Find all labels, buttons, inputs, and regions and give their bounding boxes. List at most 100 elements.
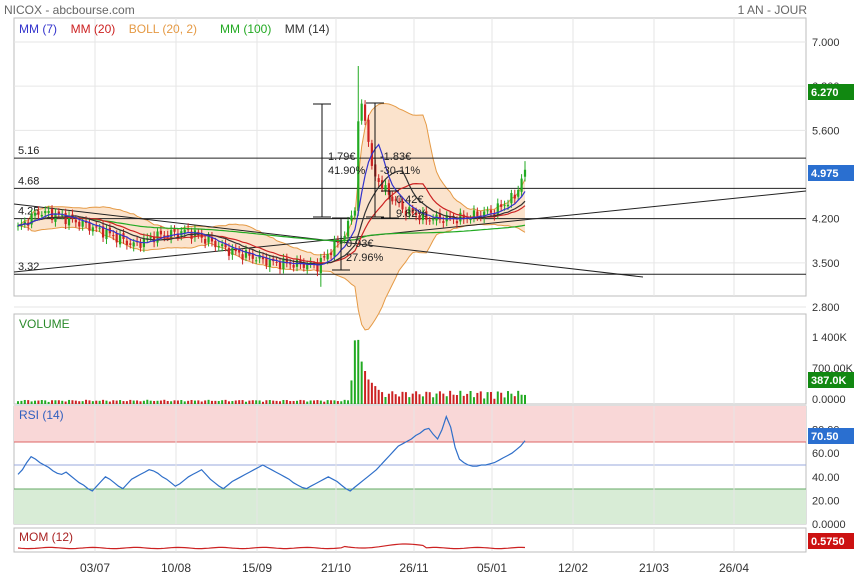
volume-bar	[279, 401, 282, 404]
volume-bar	[244, 401, 247, 404]
momentum-title: MOM (12)	[19, 530, 73, 544]
volume-bar	[326, 400, 329, 404]
candle-body	[333, 240, 336, 257]
volume-bar	[428, 392, 431, 404]
candle-body	[350, 215, 353, 221]
volume-bar	[241, 400, 244, 404]
candle-body	[37, 211, 40, 215]
candle-body	[377, 178, 380, 182]
legend-item: MM (20)	[71, 22, 116, 36]
volume-bar	[119, 400, 122, 404]
candle-body	[493, 213, 496, 216]
candle-body	[183, 229, 186, 234]
volume-bar	[347, 400, 350, 404]
volume-bar	[353, 340, 356, 404]
volume-bar	[449, 390, 452, 404]
boll-fill	[18, 103, 525, 330]
date-tick-label: 15/09	[242, 561, 272, 575]
candle-body	[520, 178, 523, 192]
candle-body	[513, 194, 516, 199]
measure-percent: 27.96%	[346, 252, 384, 264]
volume-bar	[261, 401, 264, 404]
volume-bar	[466, 393, 469, 404]
volume-bar	[146, 399, 149, 404]
rsi-tick-label: 20.00	[812, 495, 840, 507]
candle-body	[517, 189, 520, 197]
volume-bar	[112, 400, 115, 404]
candle-body	[214, 241, 217, 248]
volume-bar	[391, 391, 394, 404]
volume-bar	[292, 400, 295, 404]
volume-bar	[248, 400, 251, 404]
candle-body	[47, 211, 50, 213]
volume-bar	[432, 397, 435, 404]
level-label: 5.16	[18, 145, 39, 157]
candle-body	[258, 254, 261, 259]
candle-body	[319, 257, 322, 274]
volume-bar	[68, 399, 71, 404]
candle-body	[204, 239, 207, 244]
candle-body	[125, 240, 128, 245]
candle-body	[292, 264, 295, 268]
legend-item: MM (100)	[220, 22, 271, 36]
volume-bar	[85, 399, 88, 404]
candle-body	[57, 211, 60, 215]
volume-bar	[418, 394, 421, 404]
volume-bar	[176, 400, 179, 404]
volume-bar	[520, 394, 523, 404]
candle-body	[462, 214, 465, 220]
mm14-line	[17, 170, 526, 265]
volume-bar	[166, 400, 169, 404]
volume-bar	[200, 401, 203, 404]
candle-body	[129, 243, 132, 245]
measure-percent: -30.11%	[380, 165, 420, 177]
rsi-tick-label: 60.00	[812, 448, 840, 460]
volume-bar	[149, 400, 152, 404]
candle-body	[207, 236, 210, 243]
volume-bar	[496, 391, 499, 404]
volume-bar	[64, 401, 67, 404]
volume-bar	[125, 401, 128, 404]
candle-body	[234, 249, 237, 252]
volume-badge	[808, 372, 854, 388]
candle-body	[244, 250, 248, 258]
candle-body	[275, 262, 278, 264]
volume-bar	[98, 400, 101, 404]
volume-bar	[156, 400, 159, 404]
candle-body	[309, 262, 312, 264]
period-selector[interactable]: 1 AN - JOUR	[737, 3, 807, 17]
candle-body	[268, 259, 271, 267]
chart-symbol-title: NICOX - abcbourse.com	[4, 3, 135, 17]
candle-body	[506, 204, 510, 207]
candle-body	[105, 229, 108, 240]
volume-bar	[47, 401, 50, 404]
volume-bar	[265, 400, 268, 404]
volume-bar	[44, 400, 47, 404]
volume-bar	[517, 390, 520, 404]
mm20-line	[17, 182, 526, 264]
measure-value: 1.79€	[328, 151, 356, 163]
rsi-oversold-zone	[14, 489, 806, 524]
measure-annotations: 1.79€ 41.90% -1.83€ -30.11% 0.42€ 9.82% 0.93€ 2…	[313, 102, 427, 271]
candle-body	[421, 211, 425, 221]
volume-bar	[455, 395, 458, 404]
high-price-badge	[808, 84, 854, 100]
rsi-title: RSI (14)	[19, 408, 64, 422]
candle-body	[190, 231, 193, 239]
candle-body	[432, 219, 435, 221]
volume-bar	[54, 400, 57, 404]
volume-bar	[459, 390, 462, 404]
high-price-badge-text: 6.270	[811, 87, 839, 99]
volume-bar	[78, 401, 81, 404]
date-tick-label: 12/02	[558, 561, 588, 575]
volume-bar	[510, 393, 513, 404]
volume-bar	[142, 400, 145, 404]
volume-bar	[40, 400, 43, 404]
volume-bar	[452, 394, 455, 404]
volume-bar	[364, 371, 367, 404]
candle-body	[139, 242, 142, 248]
date-tick-label: 03/07	[80, 561, 110, 575]
candle-body	[163, 235, 166, 237]
volume-badge-text: 387.0K	[811, 375, 847, 387]
legend-item: BOLL (20, 2)	[129, 22, 197, 36]
